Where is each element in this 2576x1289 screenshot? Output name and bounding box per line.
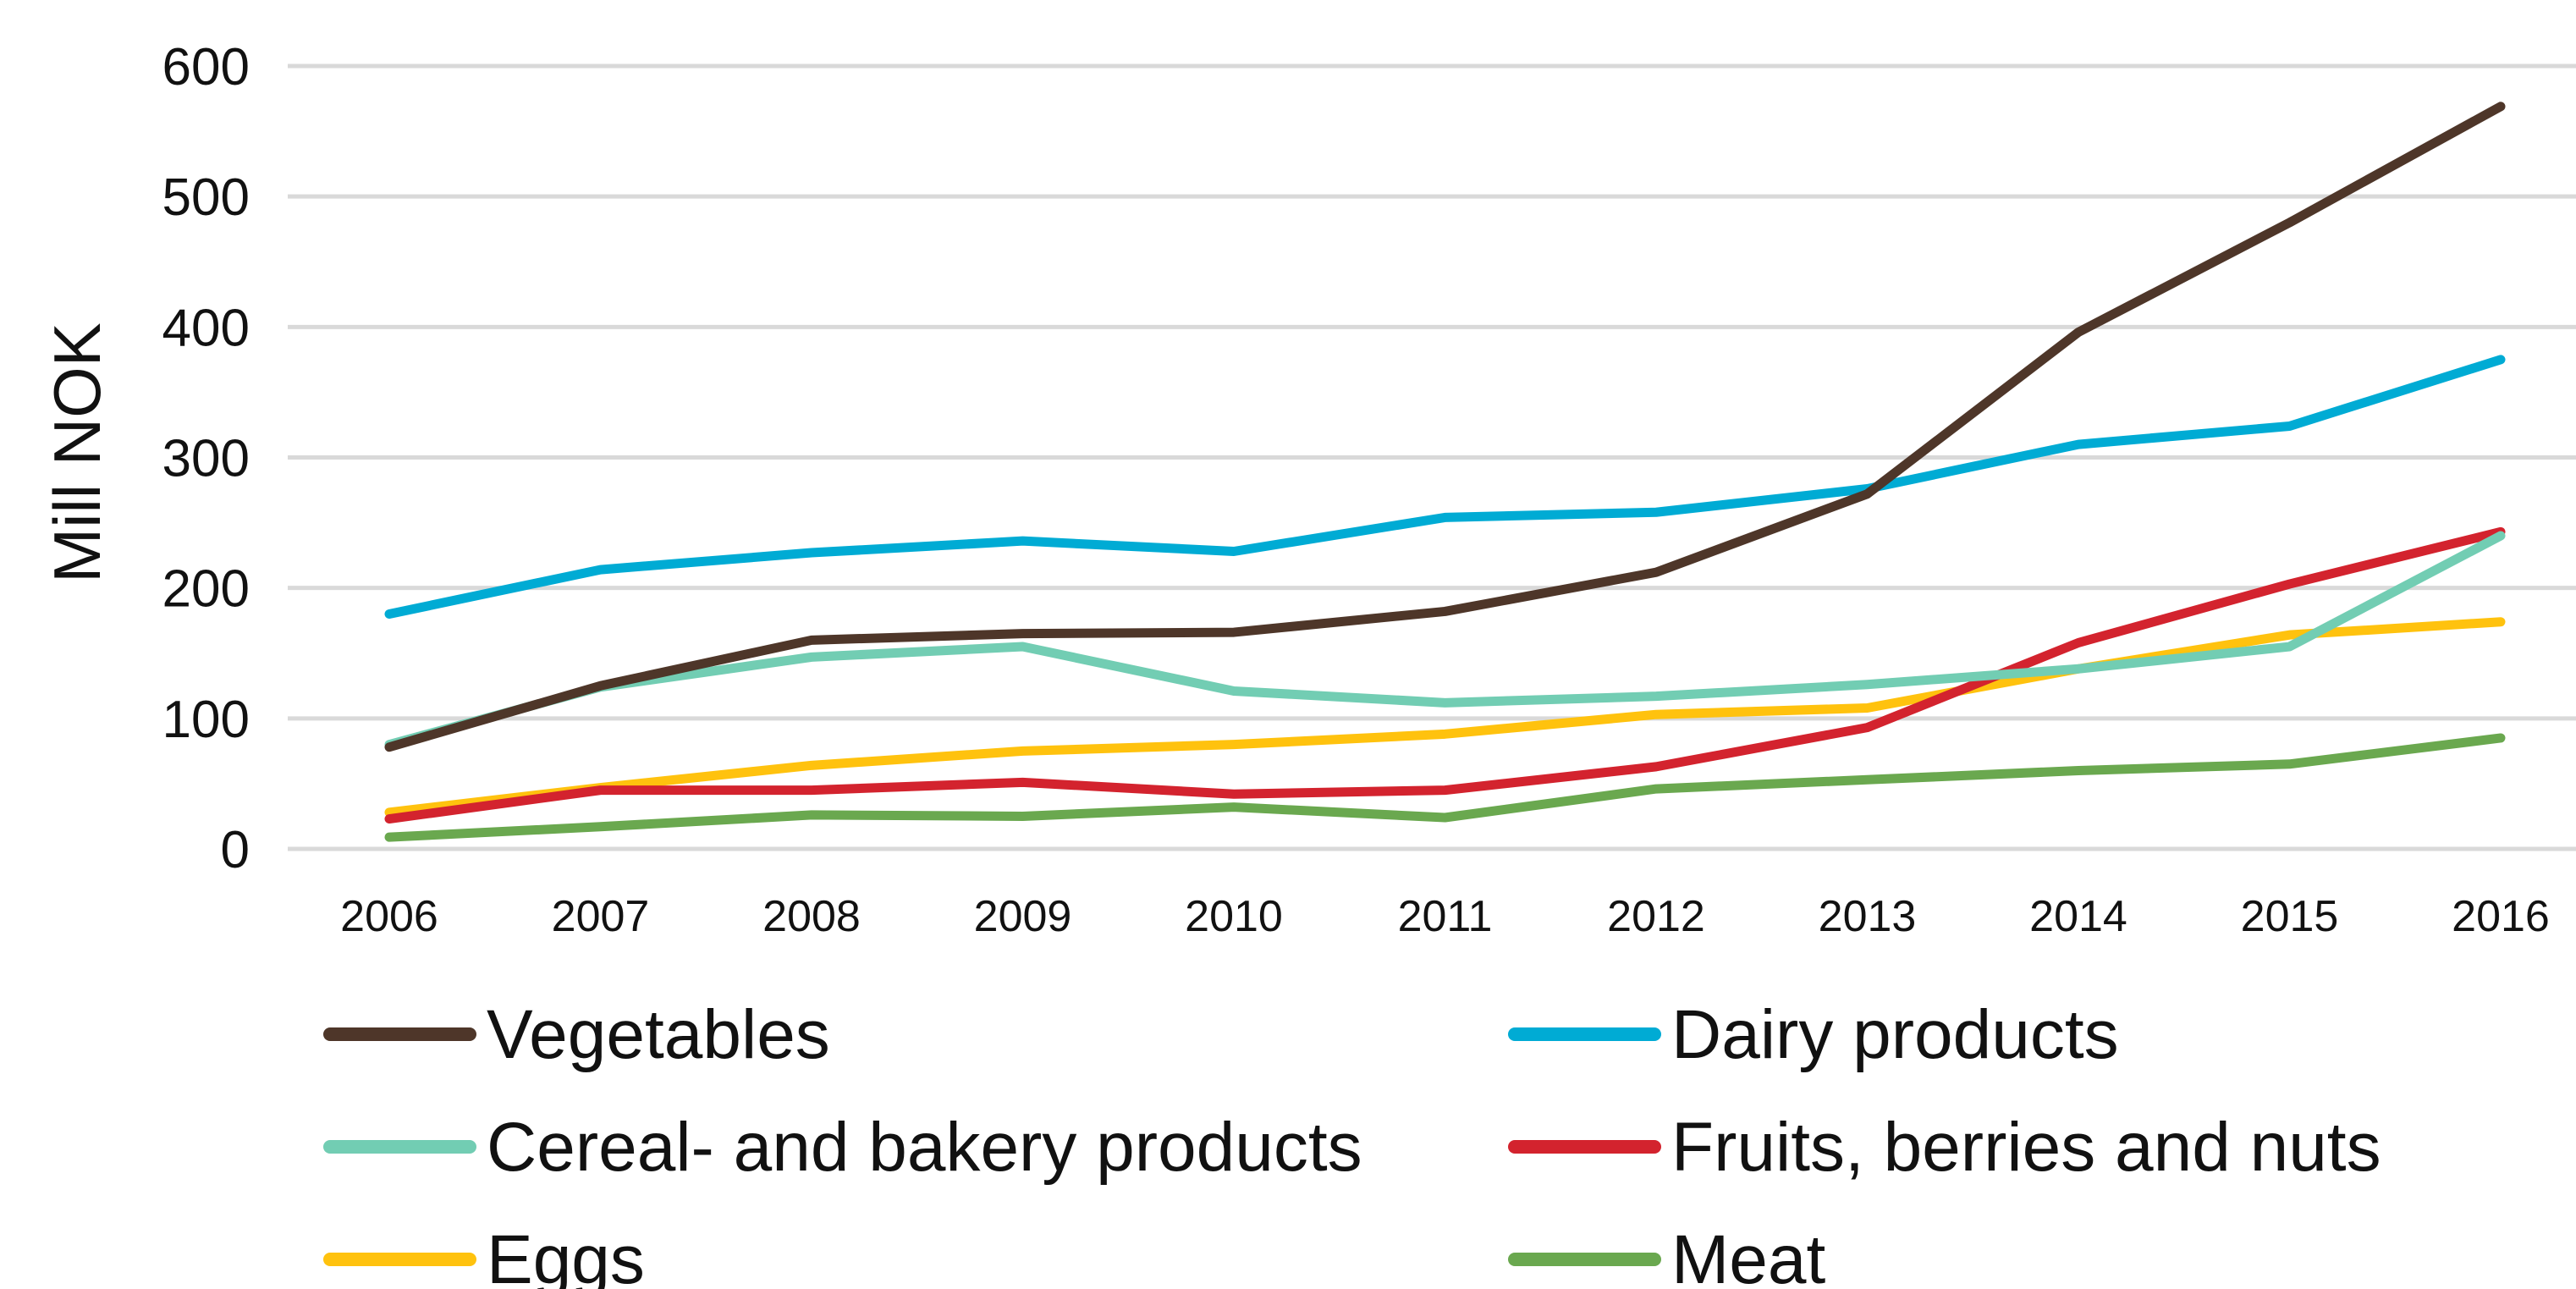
- y-axis-ticks: 0 100 200 300 400 500 600: [162, 38, 250, 879]
- y-tick-label: 200: [162, 560, 250, 619]
- x-tick-label: 2010: [1185, 892, 1283, 941]
- legend-label-eggs: Eggs: [487, 1221, 645, 1289]
- x-tick-label: 2015: [2241, 892, 2339, 941]
- y-tick-label: 500: [162, 168, 250, 227]
- series-line-vegetables: [384, 102, 2506, 752]
- y-tick-label: 100: [162, 691, 250, 749]
- series-line-cereal-and-bakery-products: [384, 531, 2506, 750]
- y-axis-label: Mill NOK: [40, 322, 114, 583]
- x-tick-label: 2013: [1819, 892, 1917, 941]
- x-tick-label: 2014: [2029, 892, 2127, 941]
- series-line-dairy-products: [384, 355, 2506, 619]
- series-line-fruits-berries-and-nuts: [384, 526, 2506, 824]
- legend-label-dairy-products: Dairy products: [1671, 996, 2119, 1073]
- y-tick-label: 600: [162, 38, 250, 96]
- x-tick-label: 2007: [552, 892, 650, 941]
- x-tick-label: 2008: [762, 892, 861, 941]
- x-tick-label: 2009: [974, 892, 1072, 941]
- legend-label-cereal-and-bakery-products: Cereal- and bakery products: [487, 1109, 1362, 1186]
- x-tick-label: 2011: [1398, 892, 1493, 941]
- legend-label-meat: Meat: [1671, 1221, 1826, 1289]
- series-line-meat: [384, 733, 2506, 842]
- legend: Vegetables Dairy products Cereal- and bake…: [323, 996, 2381, 1289]
- y-tick-label: 300: [162, 430, 250, 488]
- y-tick-label: 0: [221, 821, 250, 879]
- x-tick-label: 2012: [1607, 892, 1705, 941]
- legend-label-vegetables: Vegetables: [487, 996, 830, 1073]
- x-axis-ticks: 2006 2007 2008 2009 2010 2011 2012 2013 2014 2015…: [340, 892, 2550, 941]
- legend-label-fruits-berries-and-nuts: Fruits, berries and nuts: [1671, 1109, 2381, 1186]
- x-tick-label: 2006: [340, 892, 438, 941]
- gridlines: [288, 63, 2576, 851]
- series-lines: [384, 102, 2506, 842]
- x-tick-label: 2016: [2452, 892, 2550, 941]
- y-tick-label: 400: [162, 299, 250, 357]
